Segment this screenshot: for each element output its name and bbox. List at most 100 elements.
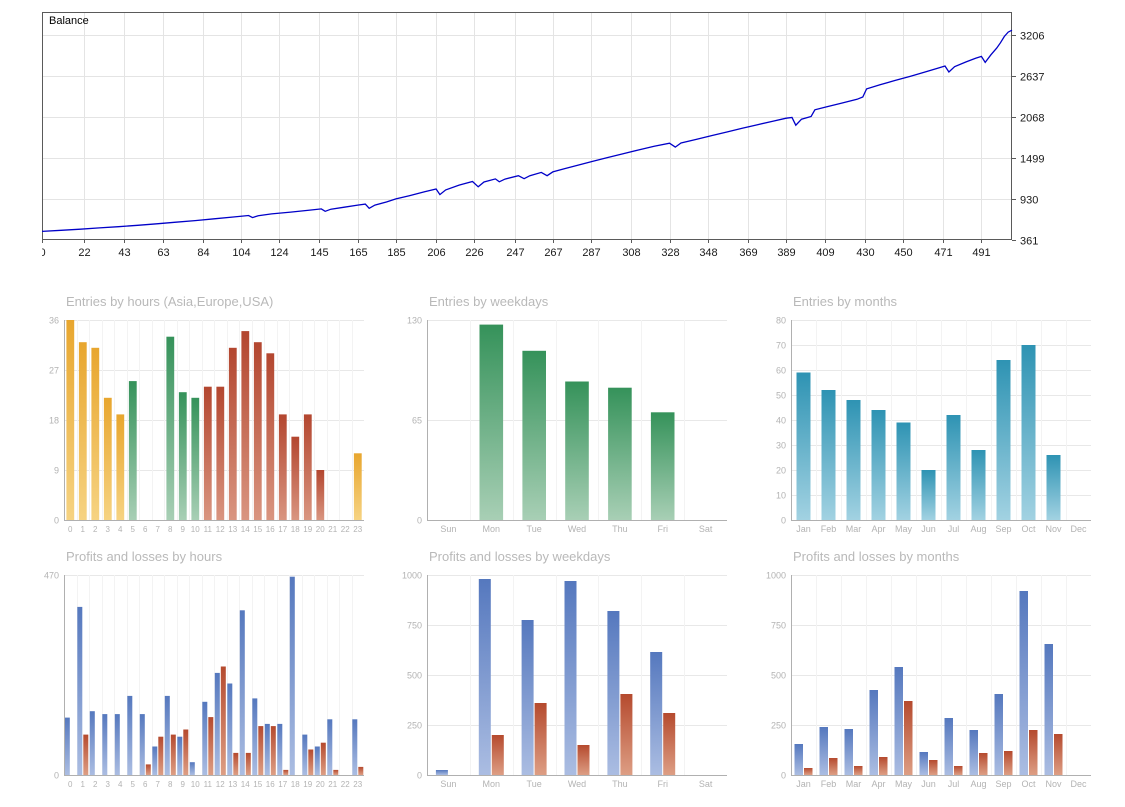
svg-text:Jan: Jan [796, 779, 811, 789]
entries-by-months-canvas: 0 10 20 30 40 50 60 70 80 Jan Feb Mar Apr May Jun Jul Au… [776, 316, 1091, 534]
entries-by-weekdays-canvas: 0 65 130 Sun Mon Tue Wed Thu Fri Sat [407, 316, 727, 534]
svg-text:13: 13 [228, 525, 237, 534]
svg-text:Feb: Feb [821, 524, 837, 534]
svg-text:1000: 1000 [766, 571, 786, 581]
svg-text:450: 450 [894, 247, 912, 259]
svg-text:6: 6 [143, 525, 148, 534]
svg-text:19: 19 [303, 780, 312, 789]
svg-text:Wed: Wed [568, 524, 586, 534]
svg-text:Mar: Mar [846, 779, 862, 789]
svg-text:Jan: Jan [796, 524, 811, 534]
svg-text:21: 21 [328, 525, 337, 534]
svg-text:Feb: Feb [821, 779, 837, 789]
svg-text:80: 80 [776, 316, 786, 326]
svg-text:12: 12 [216, 525, 225, 534]
svg-text:11: 11 [204, 780, 213, 789]
svg-text:750: 750 [771, 621, 786, 631]
svg-text:14: 14 [241, 525, 250, 534]
svg-text:65: 65 [412, 416, 422, 426]
svg-text:20: 20 [316, 780, 325, 789]
svg-text:930: 930 [1020, 195, 1038, 207]
svg-text:Sat: Sat [699, 779, 713, 789]
svg-text:430: 430 [856, 247, 874, 259]
svg-text:0: 0 [68, 780, 73, 789]
svg-text:21: 21 [328, 780, 337, 789]
chart-title-profits-losses-by-months: Profits and losses by months [793, 549, 960, 564]
svg-text:Sun: Sun [440, 524, 456, 534]
svg-text:19: 19 [303, 525, 312, 534]
svg-text:17: 17 [278, 525, 287, 534]
svg-text:0: 0 [417, 516, 422, 526]
chart-entries-by-hours: Entries by hours (Asia,Europe,USA) 0 9 18 2… [30, 294, 375, 540]
svg-text:10: 10 [191, 525, 200, 534]
svg-text:10: 10 [776, 491, 786, 501]
svg-text:70: 70 [776, 341, 786, 351]
svg-text:15: 15 [253, 780, 262, 789]
svg-text:145: 145 [310, 247, 328, 259]
svg-text:Jul: Jul [948, 779, 960, 789]
svg-text:16: 16 [266, 780, 275, 789]
chart-title-profits-losses-by-weekdays: Profits and losses by weekdays [429, 549, 611, 564]
profits-losses-by-weekdays-canvas: 0 250 500 750 1000 Sun Mon Tue Wed Thu Fri Sat [402, 571, 727, 789]
svg-text:3: 3 [106, 525, 111, 534]
chart-title-entries-by-weekdays: Entries by weekdays [429, 294, 549, 309]
svg-text:369: 369 [739, 247, 757, 259]
svg-text:0: 0 [68, 525, 73, 534]
svg-text:206: 206 [427, 247, 445, 259]
svg-text:Sep: Sep [995, 524, 1011, 534]
svg-text:23: 23 [353, 525, 362, 534]
svg-text:Dec: Dec [1070, 779, 1087, 789]
svg-text:Nov: Nov [1045, 524, 1062, 534]
svg-text:Jun: Jun [921, 524, 936, 534]
svg-text:226: 226 [465, 247, 483, 259]
svg-text:Apr: Apr [871, 524, 885, 534]
svg-text:63: 63 [157, 247, 169, 259]
svg-text:May: May [895, 524, 913, 534]
svg-text:471: 471 [934, 247, 952, 259]
chart-profits-losses-by-months: Profits and losses by months 0 250 500 750 1… [757, 549, 1102, 795]
svg-text:12: 12 [216, 780, 225, 789]
svg-text:1: 1 [81, 780, 86, 789]
svg-text:14: 14 [241, 780, 250, 789]
svg-text:Mon: Mon [483, 779, 501, 789]
svg-text:409: 409 [816, 247, 834, 259]
svg-text:104: 104 [232, 247, 250, 259]
svg-text:Aug: Aug [970, 524, 986, 534]
svg-text:Jul: Jul [948, 524, 960, 534]
profits-losses-by-months-canvas: 0 250 500 750 1000 Jan Feb Mar Apr May Jun Jul Aug Se… [766, 571, 1091, 789]
svg-text:May: May [895, 779, 913, 789]
svg-text:0: 0 [781, 771, 786, 781]
svg-text:Tue: Tue [527, 779, 542, 789]
svg-text:50: 50 [776, 391, 786, 401]
svg-text:185: 185 [387, 247, 405, 259]
svg-text:1499: 1499 [1020, 154, 1044, 166]
chart-entries-by-weekdays: Entries by weekdays 0 65 130 Sun Mon Tue Wed Th… [393, 294, 738, 540]
svg-text:Mar: Mar [846, 524, 862, 534]
svg-text:22: 22 [78, 247, 90, 259]
svg-text:3: 3 [106, 780, 111, 789]
svg-text:130: 130 [407, 316, 422, 326]
svg-text:5: 5 [131, 780, 136, 789]
svg-text:Fri: Fri [657, 524, 668, 534]
svg-text:84: 84 [197, 247, 209, 259]
svg-text:18: 18 [49, 416, 59, 426]
svg-text:Dec: Dec [1070, 524, 1087, 534]
svg-text:13: 13 [228, 780, 237, 789]
svg-text:2068: 2068 [1020, 113, 1044, 125]
svg-text:165: 165 [349, 247, 367, 259]
svg-text:500: 500 [771, 671, 786, 681]
svg-text:2637: 2637 [1020, 72, 1044, 84]
svg-text:750: 750 [407, 621, 422, 631]
svg-text:470: 470 [44, 571, 59, 581]
chart-profits-losses-by-weekdays: Profits and losses by weekdays 0 250 500 75… [393, 549, 738, 795]
svg-text:500: 500 [407, 671, 422, 681]
svg-text:0: 0 [781, 516, 786, 526]
svg-text:15: 15 [253, 525, 262, 534]
svg-text:9: 9 [54, 466, 59, 476]
svg-text:7: 7 [156, 525, 161, 534]
svg-text:22: 22 [341, 525, 350, 534]
svg-text:11: 11 [204, 525, 213, 534]
